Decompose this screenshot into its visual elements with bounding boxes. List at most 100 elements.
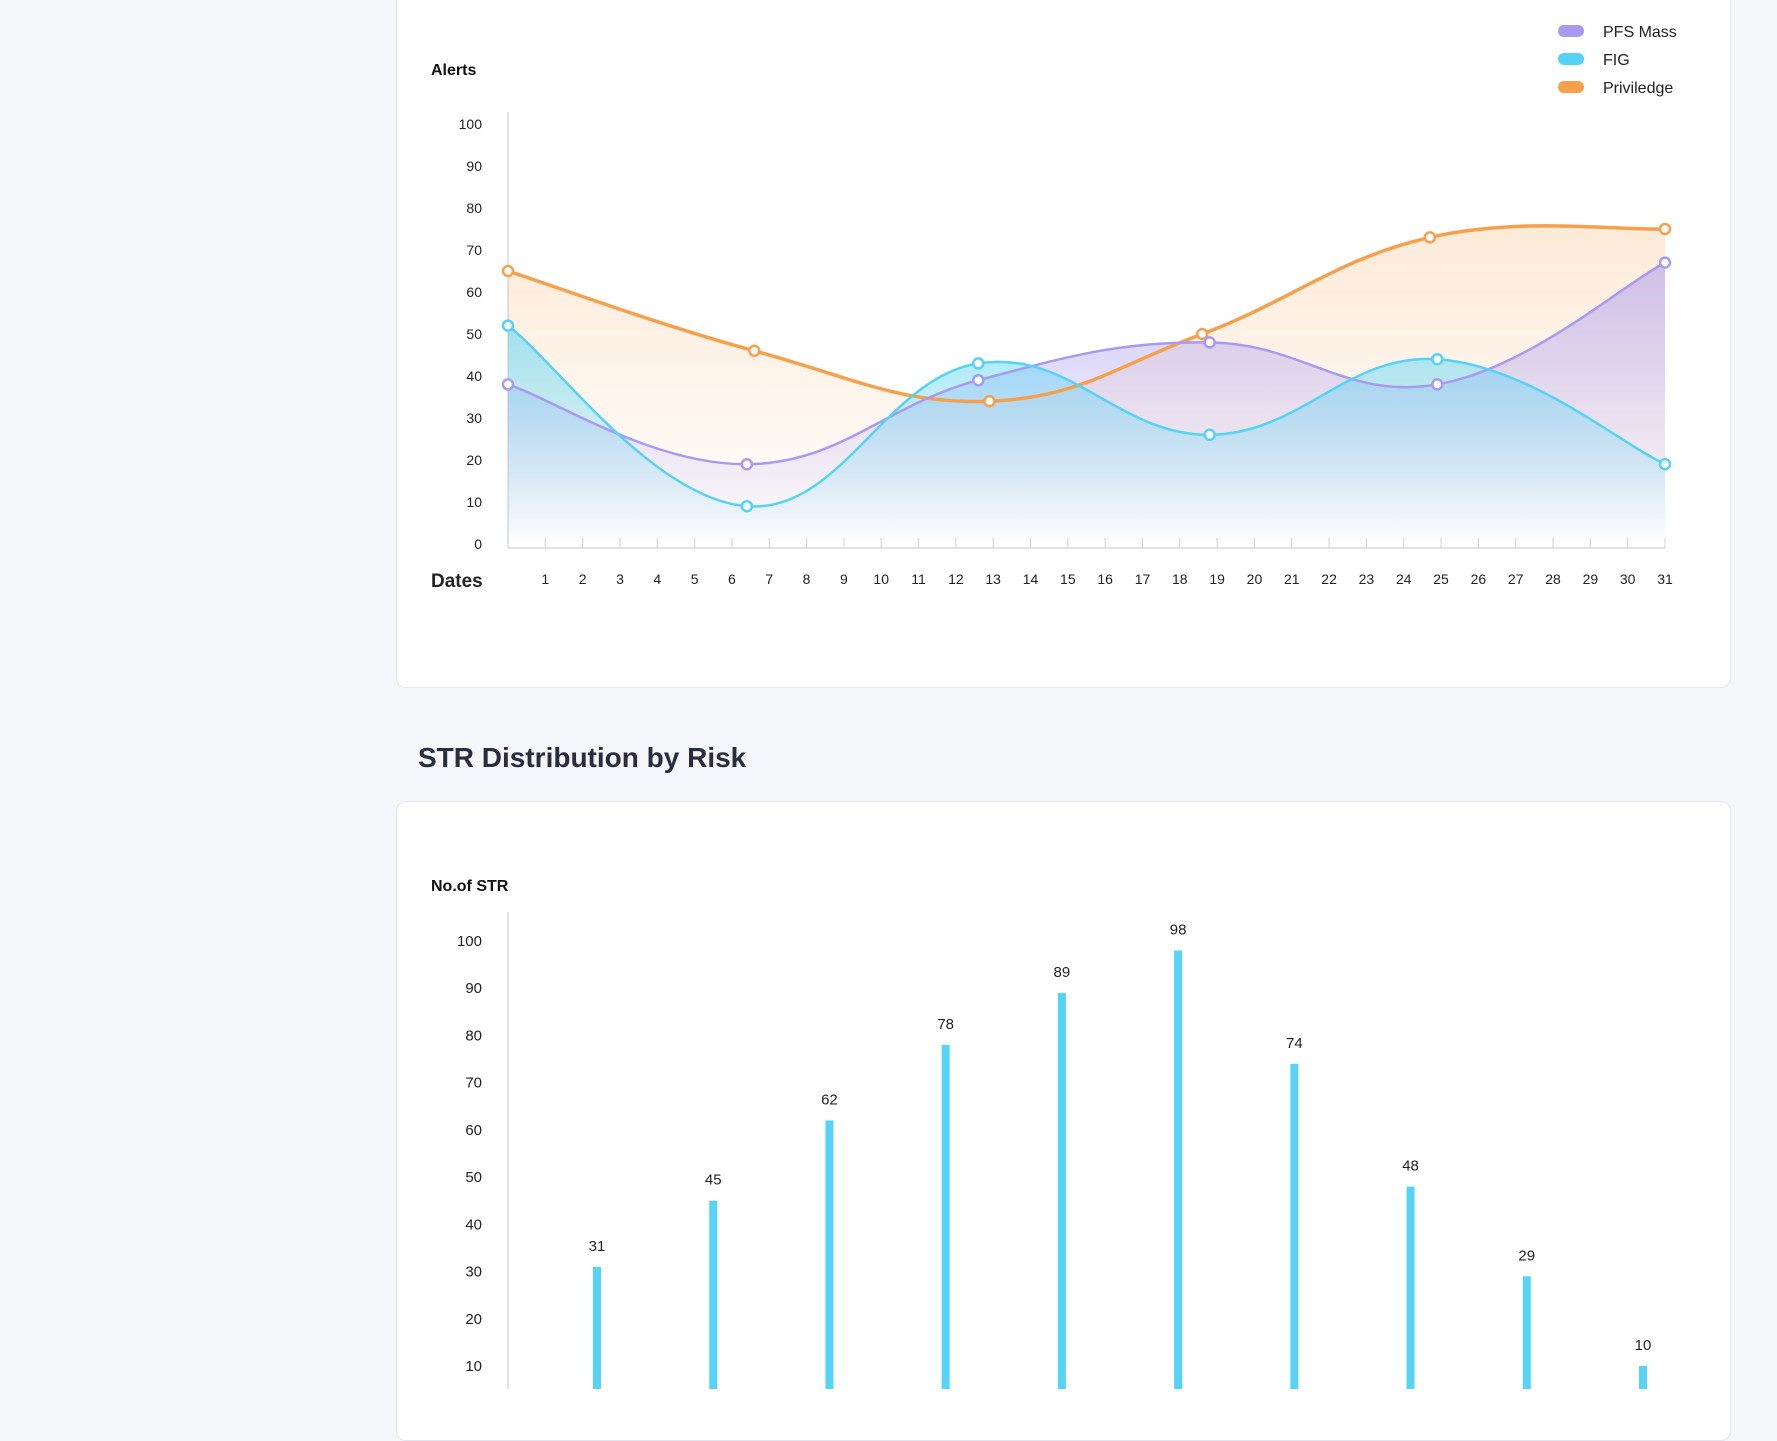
x-tick-label: 23 bbox=[1359, 571, 1375, 587]
x-tick-label: 20 bbox=[1247, 571, 1263, 587]
y-tick-label: 90 bbox=[466, 158, 482, 174]
bar-data-label: 45 bbox=[705, 1172, 722, 1189]
bar bbox=[1406, 1186, 1415, 1389]
series-line-fig bbox=[507, 324, 1666, 508]
bar bbox=[825, 1120, 834, 1389]
str-bar-chart: No.of STR 10 20 30 40 50 60 70 80 90 100 31 45 62 78 89… bbox=[431, 878, 1651, 1389]
x-tick-label: 15 bbox=[1060, 571, 1076, 587]
y-tick-label: 20 bbox=[466, 452, 482, 468]
data-point-fig bbox=[740, 499, 754, 513]
legend-label-fig: FIG bbox=[1603, 52, 1630, 69]
x-tick-label: 26 bbox=[1471, 571, 1487, 587]
bar-data-label: 74 bbox=[1286, 1035, 1303, 1052]
bar-y-tick-label: 90 bbox=[465, 980, 482, 997]
legend-swatch-priviledge bbox=[1558, 81, 1584, 93]
section-title: STR Distribution by Risk bbox=[418, 742, 747, 773]
data-point-pfs-mass bbox=[1658, 256, 1672, 269]
x-tick-label: 24 bbox=[1396, 571, 1412, 587]
bar-data-label: 31 bbox=[589, 1238, 606, 1255]
y-tick-label: 10 bbox=[466, 494, 482, 510]
legend-label-pfs-mass: PFS Mass bbox=[1603, 24, 1677, 41]
x-tick-label: 29 bbox=[1583, 571, 1599, 587]
x-tick-label: 4 bbox=[653, 571, 661, 587]
x-tick-label: 8 bbox=[803, 571, 811, 587]
y-tick-label: 70 bbox=[466, 242, 482, 258]
bar-data-label: 29 bbox=[1518, 1247, 1535, 1264]
y-tick-label: 50 bbox=[466, 326, 482, 342]
y-axis-label: Alerts bbox=[431, 62, 476, 79]
legend-label-priviledge: Priviledge bbox=[1603, 80, 1673, 97]
y-tick-label: 40 bbox=[466, 368, 482, 384]
y-tick-label: 100 bbox=[459, 116, 483, 132]
series-line-pfs-mass bbox=[507, 261, 1666, 466]
data-point-pfs-mass bbox=[1203, 336, 1216, 349]
x-tick-label: 14 bbox=[1023, 571, 1039, 587]
x-tick-label: 6 bbox=[728, 571, 736, 587]
y-tick-label: 60 bbox=[466, 284, 482, 300]
bar-data-label: 62 bbox=[821, 1091, 838, 1108]
x-tick-label: 13 bbox=[985, 571, 1001, 587]
bar bbox=[1057, 992, 1066, 1389]
data-point-priviledge bbox=[501, 264, 515, 278]
bar-y-tick-label: 30 bbox=[465, 1264, 482, 1281]
x-tick-label: 2 bbox=[579, 571, 587, 587]
x-tick-label: 31 bbox=[1657, 571, 1673, 587]
x-tick-label: 11 bbox=[911, 571, 926, 587]
bar bbox=[941, 1044, 950, 1389]
bar-y-tick-label: 20 bbox=[465, 1311, 482, 1328]
x-tick-label: 25 bbox=[1433, 571, 1449, 587]
x-tick-label: 7 bbox=[765, 571, 773, 587]
x-tick-label: 27 bbox=[1508, 571, 1524, 587]
bar bbox=[1639, 1366, 1647, 1389]
bar-y-tick-label: 40 bbox=[465, 1216, 482, 1233]
legend-swatch-fig bbox=[1558, 53, 1584, 65]
bar bbox=[1174, 950, 1183, 1389]
x-tick-label: 3 bbox=[616, 571, 624, 587]
data-point-priviledge bbox=[748, 344, 761, 358]
x-tick-label: 19 bbox=[1209, 571, 1225, 587]
x-tick-label: 10 bbox=[873, 571, 889, 587]
bar-data-label: 78 bbox=[937, 1016, 954, 1033]
data-point-fig bbox=[501, 319, 515, 332]
bar bbox=[1522, 1276, 1531, 1389]
data-point-priviledge bbox=[1423, 231, 1437, 244]
x-tick-label: 16 bbox=[1097, 571, 1113, 587]
bar-data-label: 10 bbox=[1635, 1337, 1652, 1354]
x-tick-label: 22 bbox=[1321, 571, 1337, 587]
x-tick-label: 18 bbox=[1172, 571, 1188, 587]
x-tick-label: 12 bbox=[948, 571, 964, 587]
bar-data-label: 89 bbox=[1054, 964, 1071, 981]
y-tick-label: 30 bbox=[466, 410, 482, 426]
bar bbox=[1290, 1063, 1299, 1389]
bar-data-label: 48 bbox=[1402, 1158, 1419, 1175]
y-tick-label: 0 bbox=[474, 536, 482, 552]
data-point-pfs-mass bbox=[972, 373, 985, 387]
x-tick-label: 5 bbox=[691, 571, 699, 587]
x-axis-label: Dates bbox=[431, 571, 483, 592]
series-line-priviledge bbox=[507, 224, 1666, 404]
data-point-priviledge bbox=[983, 394, 996, 408]
legend-swatch-pfs-mass bbox=[1558, 25, 1584, 37]
bar-y-tick-label: 60 bbox=[465, 1122, 482, 1139]
y-tick-label: 80 bbox=[466, 200, 482, 216]
bar bbox=[709, 1200, 718, 1389]
data-point-fig bbox=[1658, 457, 1672, 471]
x-tick-label: 1 bbox=[541, 571, 549, 587]
bar-data-label: 98 bbox=[1170, 921, 1187, 938]
x-tick-label: 17 bbox=[1135, 571, 1151, 587]
bar-y-tick-label: 50 bbox=[465, 1169, 482, 1186]
x-tick-label: 9 bbox=[840, 571, 848, 587]
bar-y-tick-label: 10 bbox=[465, 1358, 482, 1375]
bar-y-tick-label: 80 bbox=[465, 1027, 482, 1044]
bar-y-axis-label: No.of STR bbox=[431, 878, 509, 895]
x-tick-label: 28 bbox=[1545, 571, 1561, 587]
data-point-fig bbox=[1203, 428, 1216, 442]
series-area-fig bbox=[508, 325, 1665, 544]
data-point-fig bbox=[972, 357, 985, 370]
data-point-pfs-mass bbox=[1431, 378, 1444, 391]
x-tick-label: 30 bbox=[1620, 571, 1636, 587]
bar-y-tick-label: 100 bbox=[457, 933, 482, 950]
bar bbox=[593, 1266, 601, 1389]
